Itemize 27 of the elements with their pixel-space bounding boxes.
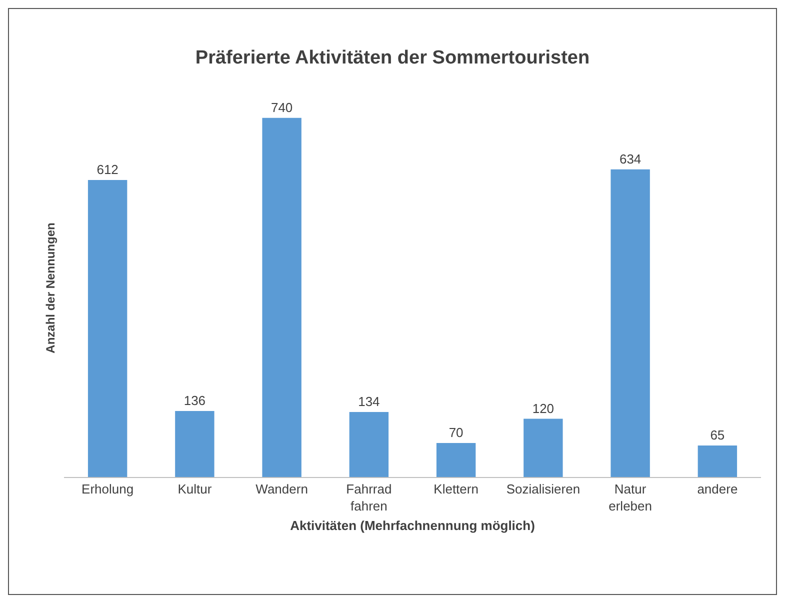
data-label: 134 xyxy=(358,394,380,409)
x-tick-label: Erholung xyxy=(82,482,134,497)
bar xyxy=(349,412,389,477)
bar xyxy=(262,118,302,477)
data-label: 634 xyxy=(619,151,642,166)
chart-title: Präferierte Aktivitäten der Sommertouristen xyxy=(195,47,590,68)
x-tick-label: Natur erleben xyxy=(608,482,652,514)
bar xyxy=(698,445,738,477)
data-label: 612 xyxy=(96,162,118,178)
x-tick-label: Sozialisieren xyxy=(506,482,580,497)
data-label: 136 xyxy=(184,393,206,408)
x-tick-label: Klettern xyxy=(434,482,478,497)
data-label: 120 xyxy=(532,400,554,416)
x-tick-label: Kultur xyxy=(178,482,212,497)
x-tick-label: andere xyxy=(697,482,738,497)
bar xyxy=(524,418,563,477)
x-axis-title: Aktivitäten (Mehrfachnennung möglich) xyxy=(290,518,535,534)
data-label: 70 xyxy=(448,425,464,440)
bar xyxy=(175,411,214,477)
data-label: 65 xyxy=(710,427,725,442)
data-label: 740 xyxy=(270,100,293,115)
bar xyxy=(610,169,650,477)
y-axis-title: Anzahl der Nennungen xyxy=(43,222,58,354)
bar xyxy=(436,443,476,477)
x-tick-label: Wandern xyxy=(256,482,308,497)
bar xyxy=(88,180,128,477)
x-tick-label: Fahrrad fahren xyxy=(346,482,392,514)
